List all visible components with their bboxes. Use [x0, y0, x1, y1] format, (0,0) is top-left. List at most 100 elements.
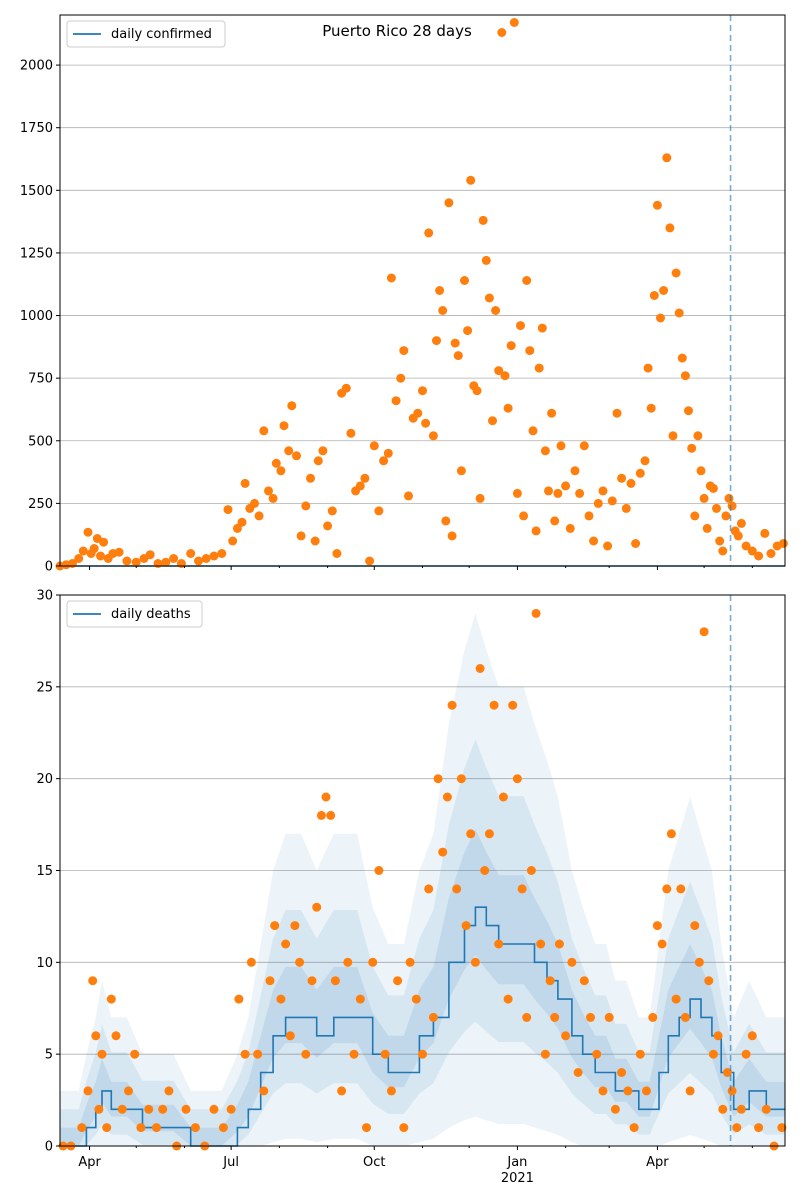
x-tick-label: Oct [363, 1155, 385, 1170]
confirmed-point [528, 426, 538, 436]
x-tick-label: Jul [222, 1155, 239, 1170]
deaths-point [91, 1031, 101, 1041]
confirmed-point [460, 276, 469, 285]
y-tick-label: 25 [36, 680, 53, 695]
deaths-point [754, 1123, 764, 1133]
confirmed-point [435, 286, 445, 295]
deaths-point [226, 1104, 236, 1114]
confirmed-point [292, 451, 301, 461]
confirmed-point [453, 351, 463, 361]
deaths-point [598, 1086, 608, 1096]
confirmed-point [99, 537, 109, 547]
deaths-legend-box [66, 600, 203, 628]
deaths-point [276, 994, 286, 1004]
deaths-confidence-bands [60, 613, 785, 1146]
confirmed-point [341, 383, 351, 393]
confirmed-point [589, 536, 599, 546]
confirmed-point [674, 308, 684, 318]
confirmed-point [365, 556, 375, 566]
confirmed-point [323, 521, 333, 531]
deaths-point [694, 957, 704, 967]
confirmed-point [575, 488, 585, 498]
deaths-point [635, 1049, 645, 1059]
confirmed-point [668, 431, 678, 441]
deaths-series-line [60, 906, 785, 1147]
deaths-point [393, 976, 403, 986]
y-tick-label: 0 [45, 560, 53, 575]
deaths-point [152, 1123, 161, 1133]
confirmed-point [544, 486, 553, 496]
confirmed-point [556, 441, 566, 451]
confirmed-point [186, 549, 196, 558]
y-tick-label: 10 [36, 956, 53, 971]
deaths-point [718, 1104, 728, 1114]
confirmed-point [736, 518, 746, 528]
confirmed-point [621, 503, 631, 513]
deaths-point [777, 1123, 787, 1133]
deaths-point [676, 884, 686, 894]
confirmed-point [778, 539, 788, 548]
confirmed-point [369, 441, 379, 451]
deaths-point [727, 1086, 737, 1096]
deaths-points [58, 608, 787, 1151]
deaths-point [554, 939, 564, 949]
confirmed-point [318, 446, 328, 456]
deaths-point [526, 866, 536, 875]
deaths-point [652, 921, 662, 931]
deaths-point [461, 921, 471, 931]
confirmed-point [96, 551, 105, 561]
y-tick-label: 750 [28, 372, 53, 387]
confidence-band [60, 829, 785, 1146]
confirmed-point [399, 346, 409, 356]
y-tick-label: 15 [36, 864, 53, 879]
deaths-point [690, 921, 700, 931]
deaths-point [285, 1031, 295, 1041]
deaths-point [512, 774, 522, 784]
deaths-point [240, 1049, 250, 1059]
confirmed-point [494, 366, 504, 376]
y-tick-label: 30 [36, 589, 53, 604]
deaths-point [508, 700, 518, 710]
confirmed-point [264, 486, 273, 496]
confirmed-point [643, 363, 653, 373]
deaths-point [386, 1086, 396, 1096]
deaths-point [190, 1123, 200, 1133]
confirmed-point [301, 501, 311, 511]
deaths-point [301, 1049, 311, 1059]
confirmed-point [463, 326, 473, 336]
confirmed-point [271, 458, 281, 468]
confirmed-point [684, 406, 693, 416]
confirmed-point [332, 549, 342, 558]
deaths-point [270, 921, 280, 931]
deaths-point [321, 792, 331, 802]
deaths-point [295, 957, 305, 967]
deaths-y-ticks: 0 5 10 15 20 25 30 [36, 589, 60, 1155]
deaths-point [259, 1086, 269, 1096]
deaths-point [475, 664, 485, 673]
confirmed-point [671, 268, 681, 278]
deaths-point [83, 1086, 93, 1096]
y-tick-label: 1250 [20, 246, 53, 261]
y-tick-label: 0 [45, 1140, 53, 1155]
deaths-point [253, 1049, 263, 1059]
confirmed-point [531, 526, 541, 536]
deaths-point [124, 1086, 133, 1096]
deaths-point [399, 1123, 409, 1133]
confirmed-point [741, 541, 751, 551]
confirmed-point [232, 523, 242, 533]
deaths-point [680, 1012, 690, 1022]
deaths-point [531, 608, 541, 618]
confirmed-point [640, 456, 650, 466]
confirmed-point [424, 228, 434, 238]
deaths-point [181, 1104, 191, 1114]
x-year-label: 2021 [501, 1171, 534, 1186]
y-tick-label: 1500 [20, 184, 53, 199]
deaths-point [164, 1086, 174, 1096]
confirmed-point [500, 371, 510, 381]
confirmed-point [491, 306, 501, 315]
confirmed-point [444, 198, 454, 208]
deaths-point [550, 1012, 560, 1022]
deaths-point [438, 847, 448, 857]
confirmed-point [540, 446, 550, 456]
